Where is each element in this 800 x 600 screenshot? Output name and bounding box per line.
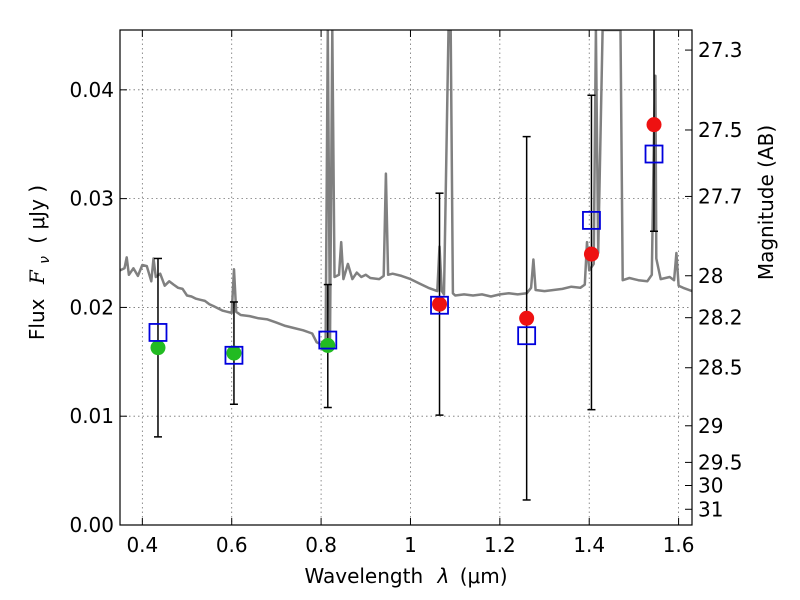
model-point (148, 323, 168, 342)
x-tick-label: 0.8 (305, 533, 337, 557)
model-point (318, 330, 338, 350)
observed-point (320, 337, 336, 353)
model-point (644, 144, 664, 164)
y-tick-label: 0.04 (69, 78, 114, 102)
spectrum-layer (120, 30, 692, 347)
model-point (224, 345, 244, 365)
y-tick-label: 0.03 (69, 187, 114, 211)
y2-tick-label: 27.7 (698, 184, 743, 208)
y2-tick-label: 27.3 (698, 38, 743, 62)
model-point (430, 295, 449, 315)
y2-tick-label: 31 (698, 497, 723, 521)
model-photometry-points (148, 144, 664, 365)
error-bars (153, 30, 659, 501)
spectrum-line (120, 30, 692, 347)
x-tick-label: 1.2 (484, 533, 516, 557)
model-point (517, 326, 537, 346)
y2-tick-label: 28.2 (698, 306, 743, 330)
x-tick-label: 1.4 (573, 533, 605, 557)
y-tick-label: 0.01 (69, 404, 114, 428)
right-axis-label: Magnitude (AB) (754, 125, 778, 280)
observed-point (583, 246, 599, 262)
y-tick-label: 0.02 (69, 295, 114, 319)
observed-point (150, 340, 166, 356)
y2-tick-label: 27.5 (698, 118, 743, 142)
y2-tick-label: 29 (698, 414, 723, 438)
x-axis-label: Wavelength λ (μm) (304, 564, 507, 588)
observed-point (646, 117, 662, 133)
x-tick-label: 1 (404, 533, 417, 557)
x-tick-label: 0.4 (126, 533, 158, 557)
y2-tick-label: 28 (698, 264, 723, 288)
model-point (582, 210, 601, 230)
y2-tick-label: 28.5 (698, 356, 743, 380)
y2-tick-label: 29.5 (698, 450, 743, 474)
axis-ticks: 0.4 0.6 0.8 1 1.2 1.4 1.6 0.00 0.01 0.02 0.03 0.04 2… (69, 30, 743, 557)
x-tick-label: 0.6 (216, 533, 248, 557)
observed-points (150, 117, 662, 361)
y2-tick-label: 30 (698, 473, 723, 497)
y-axis-label: Flux F ν ( μJy ) (25, 185, 54, 340)
observed-point (432, 296, 448, 312)
observed-point (519, 310, 535, 326)
observed-point (226, 345, 242, 361)
plot-frame (119, 29, 693, 526)
y-tick-label: 0.00 (69, 513, 114, 537)
x-tick-label: 1.6 (663, 533, 695, 557)
